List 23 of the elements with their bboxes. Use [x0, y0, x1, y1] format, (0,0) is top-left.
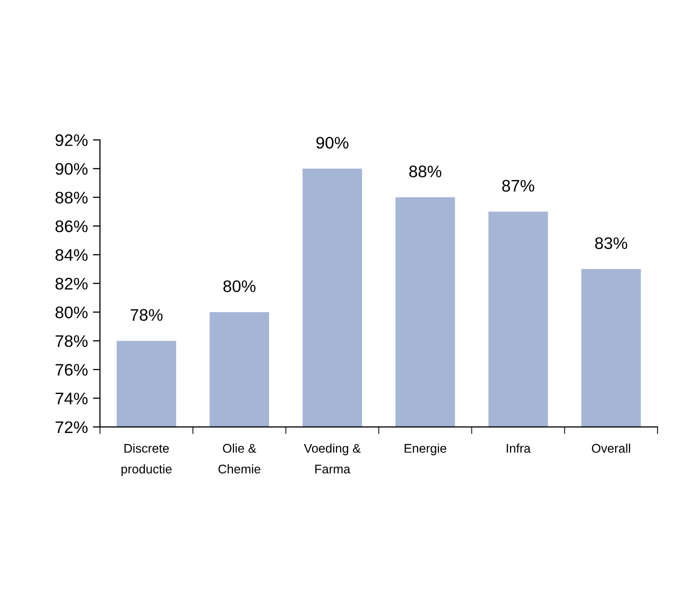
x-tick-label: Discrete productie — [122, 444, 172, 476]
y-tick-label: 92% — [56, 134, 88, 146]
x-tick-label: Energie — [404, 444, 446, 456]
y-tick-label: 86% — [56, 220, 88, 232]
data-label: 87% — [502, 180, 534, 192]
data-label: 78% — [130, 309, 163, 321]
x-tick-label: Voeding & Farma — [304, 444, 361, 474]
y-tick-label: 76% — [56, 364, 88, 376]
y-tick-label: 74% — [56, 392, 88, 404]
data-label: 80% — [223, 280, 256, 292]
y-tick-label: 88% — [56, 192, 88, 204]
data-label: 83% — [595, 237, 628, 250]
y-tick-label: 90% — [56, 163, 88, 175]
y-tick-label: 82% — [56, 278, 88, 290]
x-tick-label: Overall — [592, 444, 630, 453]
y-tick-label: 72% — [56, 421, 88, 434]
y-tick-label: 80% — [56, 306, 88, 318]
data-label: 90% — [316, 136, 348, 149]
y-tick-label: 84% — [56, 249, 88, 261]
x-tick-label: Infra — [506, 444, 531, 453]
x-tick-label: Olie & Chemie — [218, 444, 260, 474]
data-label: 88% — [409, 166, 442, 178]
y-tick-label: 78% — [56, 335, 88, 348]
